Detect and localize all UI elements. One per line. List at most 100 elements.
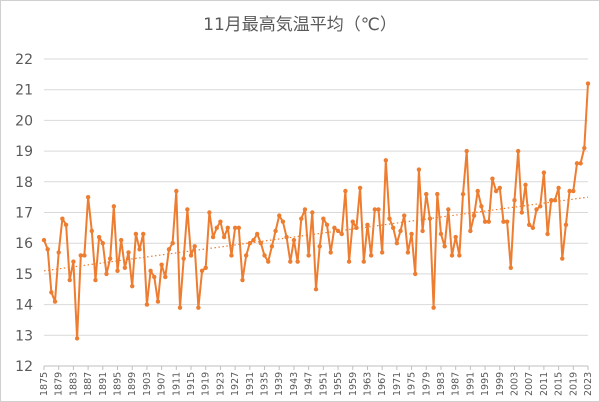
y-tick-label: 14 — [15, 298, 33, 314]
x-tick-label: 1995 — [480, 372, 491, 396]
data-point — [405, 250, 411, 255]
data-point — [199, 268, 205, 274]
data-point — [383, 158, 389, 163]
x-tick-label: 2015 — [554, 372, 565, 396]
data-point — [402, 213, 407, 218]
data-point — [530, 225, 536, 231]
y-tick-label: 21 — [15, 83, 33, 99]
data-point — [166, 247, 172, 252]
y-tick-label: 20 — [15, 113, 33, 129]
data-point — [122, 265, 128, 270]
x-tick-label: 1891 — [98, 372, 109, 396]
data-point — [288, 259, 293, 264]
data-point — [398, 228, 403, 234]
x-tick-label: 1879 — [54, 372, 65, 396]
trendline-path — [43, 196, 589, 272]
data-point — [497, 185, 502, 191]
data-point — [424, 191, 429, 197]
data-point — [218, 219, 223, 224]
data-point — [479, 204, 484, 209]
data-point — [493, 188, 499, 194]
data-point — [258, 241, 264, 246]
data-point — [556, 185, 561, 191]
data-point — [563, 222, 569, 227]
x-tick-label: 1987 — [451, 372, 462, 396]
data-point — [104, 271, 109, 277]
x-tick-label: 1999 — [495, 372, 506, 396]
data-point — [379, 250, 385, 255]
series-polyline — [43, 83, 589, 340]
data-point — [567, 188, 572, 194]
gridlines — [44, 58, 588, 367]
data-point — [89, 228, 94, 234]
data-point — [468, 228, 473, 234]
x-tick-label: 1907 — [157, 372, 168, 396]
x-tick-label: 1963 — [362, 372, 373, 396]
data-point — [152, 274, 157, 280]
data-point — [163, 274, 168, 280]
data-point — [354, 225, 359, 231]
x-tick-label: 1911 — [171, 372, 182, 396]
data-point — [141, 231, 146, 237]
data-point — [185, 207, 190, 212]
x-tick-label: 1939 — [274, 372, 285, 396]
data-point — [523, 182, 528, 188]
data-point — [582, 145, 587, 151]
data-point — [361, 259, 366, 264]
data-point — [552, 198, 558, 203]
data-point — [67, 277, 72, 283]
x-tick-label: 1923 — [215, 372, 226, 396]
data-point — [280, 219, 286, 224]
data-point — [60, 216, 65, 221]
x-tick-label: 1983 — [436, 372, 447, 396]
data-point — [41, 237, 47, 243]
data-point — [181, 256, 186, 261]
x-tick-label: 1935 — [260, 372, 271, 396]
data-point — [269, 244, 275, 249]
data-point — [214, 225, 219, 231]
data-point — [446, 207, 451, 212]
data-point — [126, 250, 131, 255]
data-point — [464, 148, 469, 154]
data-point — [416, 167, 422, 172]
data-point — [457, 253, 462, 258]
data-point — [82, 253, 87, 258]
data-point — [368, 253, 374, 258]
data-point — [207, 210, 212, 215]
data-point — [508, 265, 514, 270]
data-point — [247, 241, 253, 246]
y-tick-label: 16 — [15, 236, 33, 252]
data-point — [471, 213, 477, 218]
data-point — [519, 210, 525, 215]
data-point — [541, 170, 547, 175]
x-tick-label: 1943 — [289, 372, 300, 396]
data-point — [273, 228, 278, 234]
data-point — [335, 228, 341, 234]
data-point — [115, 268, 120, 274]
data-point — [56, 250, 61, 255]
x-tick-label: 1991 — [465, 372, 476, 396]
y-axis-ticks: 12 13 14 15 16 17 18 19 20 21 22 — [15, 52, 33, 375]
x-tick-label: 1875 — [39, 372, 50, 396]
data-point — [159, 262, 164, 267]
data-point — [203, 265, 208, 270]
x-tick-label: 2011 — [539, 372, 550, 396]
x-tick-label: 1951 — [318, 372, 329, 396]
data-point — [453, 234, 458, 240]
data-point — [512, 198, 517, 203]
data-point — [240, 277, 245, 283]
x-tick-label: 1967 — [377, 372, 388, 396]
data-point — [78, 253, 83, 258]
data-point — [449, 253, 455, 258]
x-tick-label: 1947 — [304, 372, 315, 396]
data-point — [501, 219, 506, 224]
data-point — [306, 253, 311, 258]
series-line — [43, 83, 589, 340]
data-point — [196, 305, 201, 310]
data-point — [585, 81, 591, 86]
x-tick-label: 2007 — [524, 372, 535, 396]
data-point — [460, 191, 466, 197]
x-tick-label: 2003 — [509, 372, 520, 396]
